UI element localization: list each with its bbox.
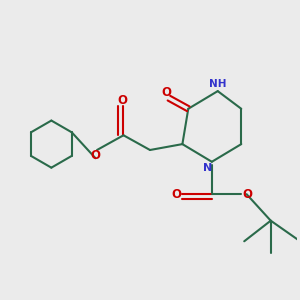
Text: N: N — [203, 163, 212, 173]
Text: O: O — [161, 86, 171, 99]
Text: O: O — [117, 94, 127, 107]
Text: O: O — [172, 188, 182, 201]
Text: O: O — [91, 149, 100, 162]
Text: O: O — [242, 188, 252, 201]
Text: NH: NH — [209, 79, 226, 89]
